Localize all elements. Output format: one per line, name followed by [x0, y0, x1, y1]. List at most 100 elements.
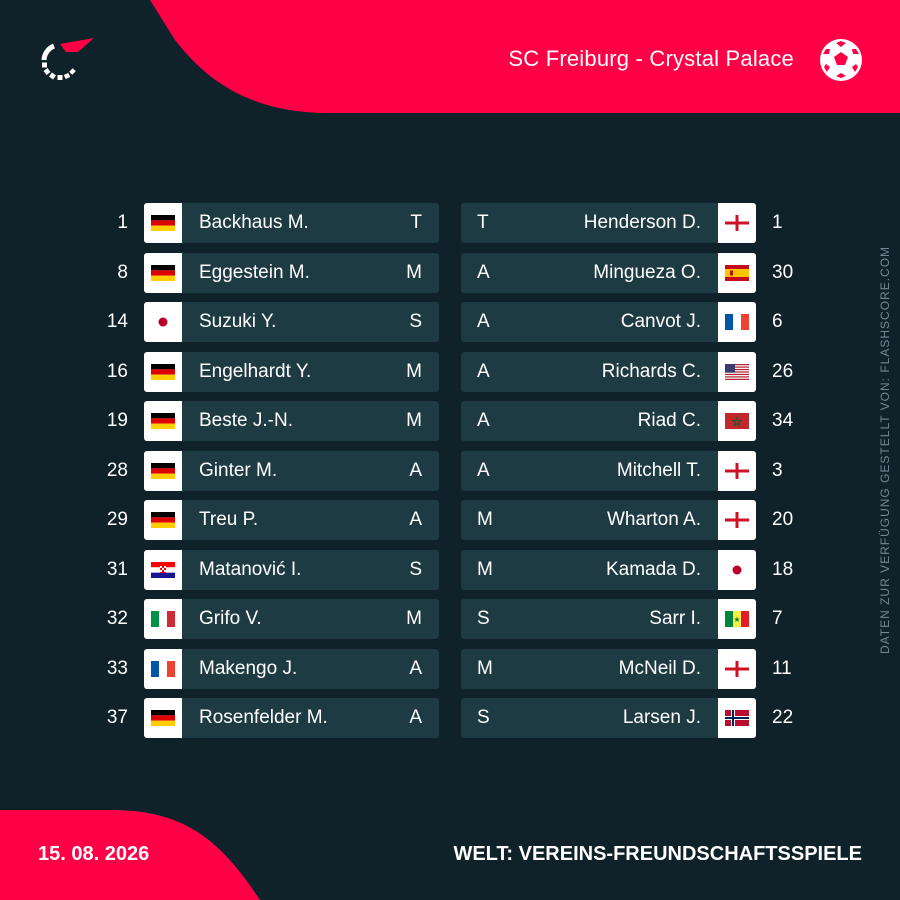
away-player-position: S: [477, 707, 490, 728]
home-player-position: M: [406, 261, 422, 283]
home-player-bar: Matanović I. S: [144, 549, 439, 590]
home-player-number: 8: [117, 261, 128, 283]
home-player-number: 32: [106, 608, 128, 629]
data-source-credit: DATEN ZUR VERFÜGUNG GESTELLT VON: FLASHS…: [878, 245, 892, 655]
home-player-bar: Makengo J. A: [144, 648, 439, 689]
home-player-name: Grifo V.: [199, 608, 262, 629]
home-player-position: A: [409, 509, 422, 530]
away-player-name: Wharton A.: [607, 509, 701, 530]
away-player-bar: A Riad C.: [461, 401, 756, 441]
italy-flag-icon: [144, 599, 182, 639]
lineup-row: 32 Grifo V. M S Sarr I. 7: [0, 599, 900, 639]
home-player-name: Backhaus M.: [199, 212, 309, 233]
away-player-position: M: [477, 509, 493, 530]
header-accent-shape: [150, 0, 900, 113]
away-player-bar: A Richards C.: [461, 351, 756, 392]
lineup-row: 31 Matanović I. S M Kamada D. 18: [0, 549, 900, 590]
germany-flag-icon: [144, 203, 182, 243]
home-player-name: Engelhardt Y.: [199, 360, 312, 382]
france-flag-icon: [718, 302, 756, 342]
match-date: 15. 08. 2026: [38, 843, 150, 865]
away-player-name: Sarr I.: [649, 608, 701, 629]
away-player-position: A: [477, 311, 490, 332]
france-flag-icon: [144, 648, 182, 689]
home-player-name: Treu P.: [199, 509, 259, 530]
away-player-number: 7: [772, 608, 783, 629]
away-player-bar: A Mitchell T.: [461, 450, 756, 491]
home-player-bar: Eggestein M. M: [144, 252, 439, 293]
germany-flag-icon: [144, 500, 182, 540]
away-player-number: 3: [772, 459, 783, 481]
home-player-name: Eggestein M.: [199, 261, 310, 283]
japan-flag-icon: [144, 302, 182, 342]
footer-accent-shape: [0, 810, 260, 900]
away-player-number: 11: [772, 657, 792, 679]
home-player-number: 33: [106, 657, 128, 679]
home-player-position: A: [409, 707, 422, 728]
football-icon: [820, 39, 862, 81]
home-player-bar: Grifo V. M: [144, 599, 439, 639]
home-player-number: 14: [106, 311, 128, 332]
england-flag-icon: [718, 648, 756, 689]
home-player-bar: Backhaus M. T: [144, 203, 439, 243]
competition-name: WELT: VEREINS-FREUNDSCHAFTSSPIELE: [453, 843, 862, 865]
away-player-number: 30: [772, 261, 794, 283]
away-player-number: 22: [772, 707, 794, 728]
flashscore-logo-icon: [41, 38, 94, 80]
home-player-bar: Ginter M. A: [144, 450, 439, 491]
home-player-bar: Beste J.-N. M: [144, 401, 439, 441]
home-player-position: M: [406, 360, 422, 382]
home-player-bar: Treu P. A: [144, 500, 439, 540]
lineup-row: 28 Ginter M. A A Mitchell T. 3: [0, 450, 900, 491]
away-player-number: 6: [772, 311, 783, 332]
home-player-number: 31: [106, 558, 128, 580]
germany-flag-icon: [144, 252, 182, 293]
home-player-name: Suzuki Y.: [199, 311, 277, 332]
croatia-flag-icon: [144, 549, 182, 590]
away-player-position: A: [477, 459, 490, 481]
home-player-number: 29: [106, 509, 128, 530]
norway-flag-icon: [718, 698, 756, 738]
home-player-position: A: [409, 657, 422, 679]
home-player-name: Beste J.-N.: [199, 410, 293, 431]
away-player-name: Kamada D.: [605, 558, 701, 580]
usa-flag-icon: [718, 351, 756, 392]
germany-flag-icon: [144, 351, 182, 392]
lineup-row: 1 Backhaus M. T T Henderson D. 1: [0, 203, 900, 243]
japan-flag-icon: [718, 549, 756, 590]
lineup-row: 14 Suzuki Y. S A Canvot J. 6: [0, 302, 900, 342]
england-flag-icon: [718, 203, 756, 243]
spain-flag-icon: [718, 252, 756, 293]
home-player-number: 19: [106, 410, 128, 431]
away-player-number: 1: [772, 212, 783, 233]
home-player-number: 16: [106, 360, 128, 382]
away-player-bar: S Sarr I.: [461, 599, 756, 639]
home-player-position: M: [406, 410, 422, 431]
away-player-name: Richards C.: [601, 360, 701, 382]
morocco-flag-icon: [718, 401, 756, 441]
away-player-name: Larsen J.: [622, 707, 701, 728]
home-player-bar: Rosenfelder M. A: [144, 698, 439, 738]
home-player-number: 1: [117, 212, 128, 233]
home-player-position: S: [409, 558, 422, 580]
away-player-bar: M Wharton A.: [461, 500, 756, 540]
away-player-number: 26: [772, 360, 794, 382]
lineup-row: 37 Rosenfelder M. A S Larsen J. 22: [0, 698, 900, 738]
away-player-position: A: [477, 410, 490, 431]
germany-flag-icon: [144, 450, 182, 491]
home-player-position: A: [409, 459, 422, 481]
away-player-bar: A Mingueza O.: [461, 252, 756, 293]
lineup-row: 8 Eggestein M. M A Mingueza O. 30: [0, 252, 900, 293]
away-player-number: 18: [772, 558, 794, 580]
away-player-name: Canvot J.: [620, 311, 701, 332]
away-player-position: A: [477, 261, 490, 283]
away-player-position: A: [477, 360, 490, 382]
away-player-name: Mitchell T.: [616, 459, 701, 481]
away-player-number: 34: [772, 410, 794, 431]
away-player-position: M: [477, 657, 493, 679]
home-player-name: Matanović I.: [199, 558, 302, 580]
senegal-flag-icon: [718, 599, 756, 639]
away-player-bar: M McNeil D.: [461, 648, 756, 689]
